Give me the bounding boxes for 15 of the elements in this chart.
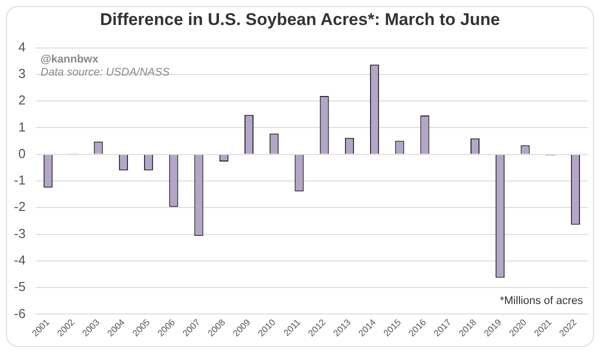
y-tick-label: 4 bbox=[18, 39, 26, 54]
y-tick-label: -5 bbox=[14, 279, 26, 294]
annotation: @kannbwx bbox=[40, 53, 100, 66]
y-tick-label: 1 bbox=[18, 119, 26, 134]
y-tick-label: -6 bbox=[14, 306, 26, 321]
y-tick-label: -4 bbox=[14, 252, 26, 268]
y-tick-label: 3 bbox=[18, 66, 26, 82]
y-tick-label: -1 bbox=[14, 172, 26, 188]
chart-title: Difference in U.S. Soybean Acres*: March to June bbox=[99, 10, 501, 30]
annotation: *Millions of acres bbox=[500, 294, 584, 307]
y-tick-label: -3 bbox=[14, 226, 26, 241]
y-tick-label: -2 bbox=[14, 199, 26, 214]
y-tick-label: 0 bbox=[18, 146, 26, 161]
y-tick-label: 2 bbox=[18, 92, 26, 108]
annotation: Data source: USDA/NASS bbox=[40, 66, 170, 78]
